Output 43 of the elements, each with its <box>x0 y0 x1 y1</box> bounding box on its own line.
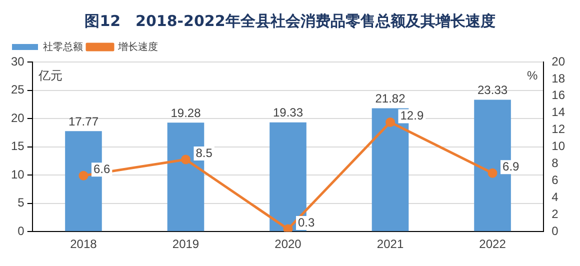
x-tick-label: 2021 <box>376 237 404 252</box>
y2-tick-label: 16 <box>552 88 566 102</box>
legend-label: 社零总额 <box>43 40 83 53</box>
data-label: 6.9 <box>502 159 520 174</box>
point <box>78 170 88 180</box>
data-label: 19.28 <box>170 106 202 120</box>
y2-tick-label: 12 <box>552 122 566 136</box>
data-label: 6.6 <box>93 162 110 176</box>
y2-tick-label: 14 <box>552 105 566 120</box>
legend-label: 增长速度 <box>117 40 158 53</box>
x-tick-label: 2019 <box>172 237 200 252</box>
y2-axis-title: % <box>526 68 538 82</box>
data-label: 19.33 <box>272 106 304 120</box>
y-tick-label: 30 <box>10 54 25 68</box>
y-tick-label: 5 <box>18 196 25 210</box>
x-tick-label: 2018 <box>70 237 98 252</box>
y2-tick-label: 0 <box>552 224 559 238</box>
chart-title: 图12 2018-2022年全县社会消费品零售总额及其增长速度 <box>84 11 496 32</box>
point <box>180 154 190 164</box>
y-tick-label: 10 <box>10 167 25 182</box>
y2-tick-label: 6 <box>552 173 559 188</box>
y2-tick-label: 18 <box>552 71 566 86</box>
data-label: 8.5 <box>196 146 213 160</box>
data-label: 17.77 <box>68 114 99 128</box>
x-tick-label: 2022 <box>479 237 506 252</box>
data-label: 21.82 <box>375 92 406 106</box>
data-label: 12.9 <box>400 108 424 123</box>
x-tick-label: 2020 <box>274 237 302 252</box>
y2-tick-label: 4 <box>552 190 559 204</box>
data-label: 23.33 <box>478 83 508 98</box>
y2-tick-label: 10 <box>552 139 566 154</box>
point <box>386 117 396 127</box>
y-tick-label: 25 <box>10 82 25 97</box>
y-tick-label: 20 <box>10 110 25 125</box>
y-tick-label: 0 <box>18 224 25 238</box>
y-axis-title: 亿元 <box>37 68 62 82</box>
data-label: 0.3 <box>298 215 316 230</box>
y2-tick-label: 2 <box>552 206 559 221</box>
y2-tick-label: 20 <box>552 54 566 68</box>
point <box>283 224 293 232</box>
point <box>488 168 498 178</box>
y2-tick-label: 8 <box>552 156 559 170</box>
y-tick-label: 15 <box>10 139 25 154</box>
